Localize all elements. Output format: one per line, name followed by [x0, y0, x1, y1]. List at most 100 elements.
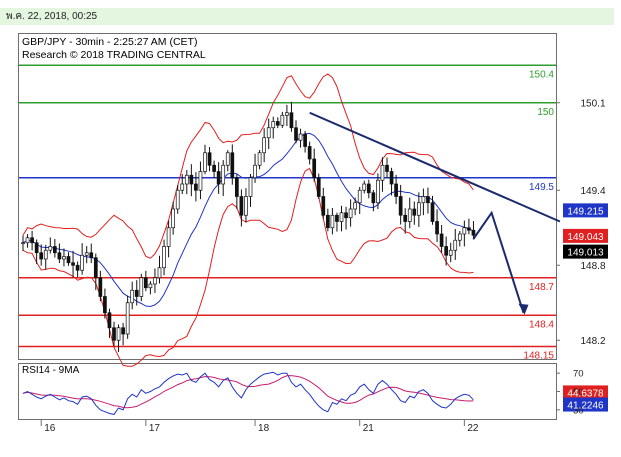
candle-body — [89, 252, 94, 259]
price-tag-label: 149.013 — [567, 248, 604, 259]
candle-body — [39, 252, 44, 260]
price-tag-label: 149.215 — [567, 206, 604, 217]
candle-body — [307, 146, 312, 160]
candle-body — [112, 327, 116, 341]
candle-body — [357, 189, 362, 204]
candle-body — [430, 202, 435, 222]
candle-body — [457, 233, 462, 241]
candle-body — [21, 242, 25, 245]
y-tick-label: 149.4 — [580, 186, 605, 197]
candle-body — [116, 327, 121, 341]
price-panel-frame — [18, 33, 557, 360]
candle-body — [389, 171, 394, 185]
candle-body — [407, 208, 412, 222]
x-tick-label: 21 — [363, 423, 375, 434]
candle-body — [198, 171, 203, 191]
timestamp-text: พ.ค. 22, 2018, 00:25 — [6, 11, 98, 22]
candle-body — [225, 152, 230, 166]
price-tag-bg — [563, 228, 608, 243]
candle-body — [207, 152, 212, 166]
rsi-tag-label: 44.6378 — [567, 388, 604, 399]
candle-body — [171, 208, 175, 229]
candle-body — [203, 152, 207, 172]
candle-body — [71, 262, 75, 266]
candle-body — [294, 127, 298, 141]
candle-body — [321, 196, 326, 216]
rsi-tick-label: 30 — [573, 405, 584, 416]
y-tick-label: 148.2 — [580, 336, 605, 347]
candle-body — [275, 121, 280, 126]
chart-title: GBP/JPY - 30min - 2:25:27 AM (CET) — [22, 36, 197, 48]
candle-body — [244, 196, 248, 216]
candle-body — [107, 312, 112, 329]
candle-body — [221, 164, 226, 185]
candle-body — [34, 242, 39, 254]
candle-body — [175, 189, 180, 210]
rsi-tag-bg — [563, 397, 608, 412]
candle-body — [125, 302, 130, 335]
bollinger-upper — [22, 73, 474, 259]
candle-body — [448, 249, 453, 256]
candle-body — [144, 277, 148, 289]
candle-body — [248, 177, 253, 197]
rsi-tag-bg — [563, 385, 608, 400]
candle-body — [385, 164, 389, 172]
level-label: 150 — [537, 107, 554, 118]
y-tick-label: 148.8 — [580, 261, 605, 272]
chart-subtitle: Research © 2018 TRADING CENTRAL — [22, 49, 206, 61]
candle-body — [239, 196, 244, 216]
candle-body — [403, 214, 408, 222]
axis-labels: 150.1 149.4 148.8 148.2 16 17 18 21 22 150.4 150 14… — [44, 69, 606, 434]
timestamp-bar: พ.ค. 22, 2018, 00:25 — [0, 8, 614, 25]
candle-body — [462, 227, 467, 235]
level-label: 148.15 — [523, 351, 554, 362]
candle-body — [162, 246, 166, 269]
candle-body — [316, 177, 321, 197]
candle-body — [453, 239, 458, 251]
candle-body — [339, 212, 344, 222]
candle-body — [48, 246, 53, 251]
candle-body — [57, 252, 62, 260]
projection-arrowhead — [518, 303, 529, 315]
candle-body — [262, 137, 266, 154]
bollinger-bands — [22, 73, 474, 367]
rsi-line — [22, 371, 474, 415]
candle-body — [121, 327, 125, 335]
level-label: 148.4 — [529, 319, 554, 330]
candle-body — [366, 183, 371, 194]
candle-body — [66, 256, 71, 264]
candle-body — [439, 233, 444, 247]
candle-body — [84, 252, 89, 256]
rsi-panel-frame — [18, 363, 557, 420]
candle-body — [93, 257, 98, 279]
x-tick-label: 16 — [44, 423, 56, 434]
candle-body — [253, 164, 257, 179]
candle-body — [280, 114, 285, 126]
candle-body — [426, 196, 430, 204]
candle-body — [371, 192, 376, 204]
candle-body — [298, 133, 303, 141]
candle-body — [43, 249, 48, 260]
rsi-lines — [22, 371, 608, 415]
price-tag-bg — [563, 244, 608, 259]
candle-body — [362, 183, 367, 191]
candle-body — [289, 112, 294, 129]
candle-body — [235, 177, 239, 197]
rsi-ma-line — [22, 375, 474, 409]
candle-body — [75, 264, 80, 271]
y-tick-label: 150.1 — [580, 98, 605, 109]
rsi-title: RSI14 - 9MA — [22, 365, 80, 376]
candle-body — [312, 158, 317, 179]
candle-body — [25, 237, 30, 244]
rsi-tag-label: 41.2246 — [567, 401, 604, 412]
rsi-tick-label: 50 — [573, 387, 584, 398]
candle-body — [189, 174, 194, 185]
x-tick-label: 18 — [258, 423, 270, 434]
price-candles — [21, 101, 476, 353]
moving-average — [22, 132, 474, 308]
candle-body — [285, 112, 289, 116]
candle-body — [184, 174, 189, 185]
candle-body — [139, 277, 144, 297]
x-tick-label: 22 — [467, 423, 479, 434]
